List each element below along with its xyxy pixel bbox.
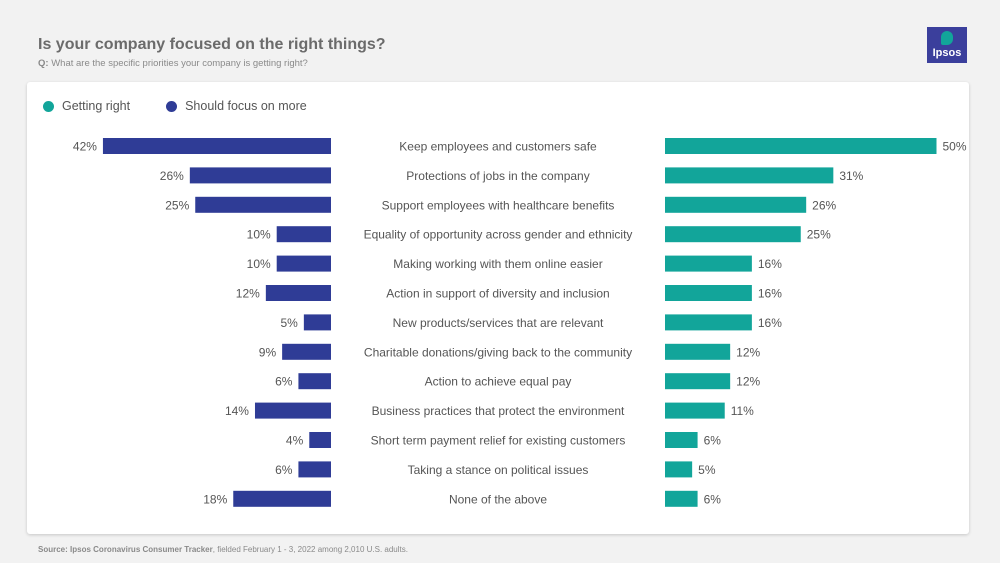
- value-label-focus-more: 18%: [203, 492, 227, 506]
- value-label-focus-more: 9%: [259, 345, 277, 359]
- value-label-getting-right: 31%: [839, 169, 863, 183]
- category-label: Equality of opportunity across gender an…: [364, 228, 633, 242]
- category-label: Charitable donations/giving back to the …: [364, 345, 632, 359]
- value-label-getting-right: 6%: [704, 492, 722, 506]
- bar-focus-more: [276, 226, 331, 243]
- question-text: Q: What are the specific priorities your…: [38, 58, 308, 69]
- bar-focus-more: [282, 343, 331, 360]
- bar-focus-more: [309, 432, 331, 448]
- value-label-focus-more: 12%: [236, 287, 260, 301]
- bar-getting-right: [665, 402, 725, 419]
- page-title: Is your company focused on the right thi…: [38, 36, 386, 53]
- value-label-getting-right: 5%: [698, 463, 716, 477]
- value-label-focus-more: 10%: [247, 228, 271, 242]
- category-label: Making working with them online easier: [393, 257, 602, 271]
- bar-getting-right: [665, 343, 731, 360]
- value-label-getting-right: 16%: [758, 257, 782, 271]
- bar-focus-more: [276, 255, 331, 272]
- category-label: Protections of jobs in the company: [406, 169, 589, 183]
- value-label-focus-more: 6%: [275, 375, 293, 389]
- bar-focus-more: [303, 314, 331, 331]
- bar-focus-more: [189, 167, 331, 184]
- butterfly-chart: 42% Keep employees and customers safe 50% 2…: [73, 138, 967, 507]
- bar-focus-more: [195, 196, 331, 213]
- value-label-getting-right: 16%: [758, 316, 782, 330]
- bar-focus-more: [265, 285, 331, 301]
- value-label-focus-more: 5%: [281, 316, 299, 330]
- question-prefix: Q:: [38, 58, 49, 69]
- value-label-getting-right: 25%: [807, 228, 831, 242]
- category-label: Action in support of diversity and inclu…: [386, 287, 609, 301]
- value-label-getting-right: 16%: [758, 287, 782, 301]
- logo-text: Ipsos: [932, 47, 962, 59]
- source-footer: Source: Ipsos Coronavirus Consumer Track…: [38, 545, 408, 554]
- value-label-focus-more: 4%: [286, 434, 304, 448]
- legend-label: Getting right: [62, 99, 131, 113]
- category-label: Short term payment relief for existing c…: [371, 434, 626, 448]
- bar-getting-right: [665, 196, 807, 213]
- bar-focus-more: [254, 402, 331, 419]
- bar-getting-right: [665, 226, 801, 243]
- value-label-getting-right: 11%: [731, 404, 754, 418]
- legend-item-getting-right: Getting right: [43, 99, 130, 113]
- bar-getting-right: [665, 461, 693, 478]
- bar-focus-more: [233, 490, 331, 507]
- legend-dot-icon: [166, 100, 178, 112]
- value-label-getting-right: 26%: [812, 198, 836, 212]
- value-label-focus-more: 6%: [275, 463, 293, 477]
- value-label-focus-more: 42%: [73, 140, 97, 154]
- bar-getting-right: [665, 373, 731, 390]
- value-label-getting-right: 12%: [736, 345, 760, 359]
- bar-getting-right: [665, 167, 834, 184]
- category-label: Business practices that protect the envi…: [372, 404, 625, 418]
- category-label: Taking a stance on political issues: [408, 463, 589, 477]
- bar-getting-right: [665, 138, 937, 154]
- legend-item-focus-more: Should focus on more: [166, 99, 307, 113]
- category-label: Action to achieve equal pay: [425, 375, 572, 389]
- bar-focus-more: [298, 461, 331, 478]
- legend-label: Should focus on more: [185, 99, 307, 113]
- ipsos-logo: Ipsos: [927, 27, 967, 63]
- chart-legend: Getting right Should focus on more: [43, 99, 343, 113]
- question-body: What are the specific priorities your co…: [51, 58, 308, 69]
- bar-focus-more: [102, 138, 331, 154]
- bar-getting-right: [665, 490, 698, 507]
- source-prefix: Source:: [38, 545, 68, 554]
- value-label-getting-right: 12%: [736, 375, 760, 389]
- category-label: New products/services that are relevant: [393, 316, 604, 330]
- source-name: Ipsos Coronavirus Consumer Tracker: [70, 545, 213, 554]
- value-label-focus-more: 25%: [165, 198, 189, 212]
- category-label: Keep employees and customers safe: [399, 140, 597, 154]
- bar-getting-right: [665, 285, 752, 301]
- value-label-focus-more: 26%: [160, 169, 184, 183]
- value-label-getting-right: 50%: [943, 140, 967, 154]
- chart-card: Getting right Should focus on more 42% Ke…: [27, 82, 969, 534]
- bar-getting-right: [665, 432, 698, 448]
- category-label: None of the above: [449, 492, 547, 506]
- value-label-getting-right: 6%: [704, 434, 722, 448]
- value-label-focus-more: 10%: [247, 257, 271, 271]
- source-details: , fielded February 1 - 3, 2022 among 2,0…: [212, 545, 408, 554]
- bar-getting-right: [665, 255, 752, 272]
- logo-mark-icon: [941, 31, 953, 45]
- bar-focus-more: [298, 373, 331, 390]
- category-label: Support employees with healthcare benefi…: [382, 198, 615, 212]
- legend-dot-icon: [43, 100, 54, 112]
- value-label-focus-more: 14%: [225, 404, 249, 418]
- bar-getting-right: [665, 314, 752, 331]
